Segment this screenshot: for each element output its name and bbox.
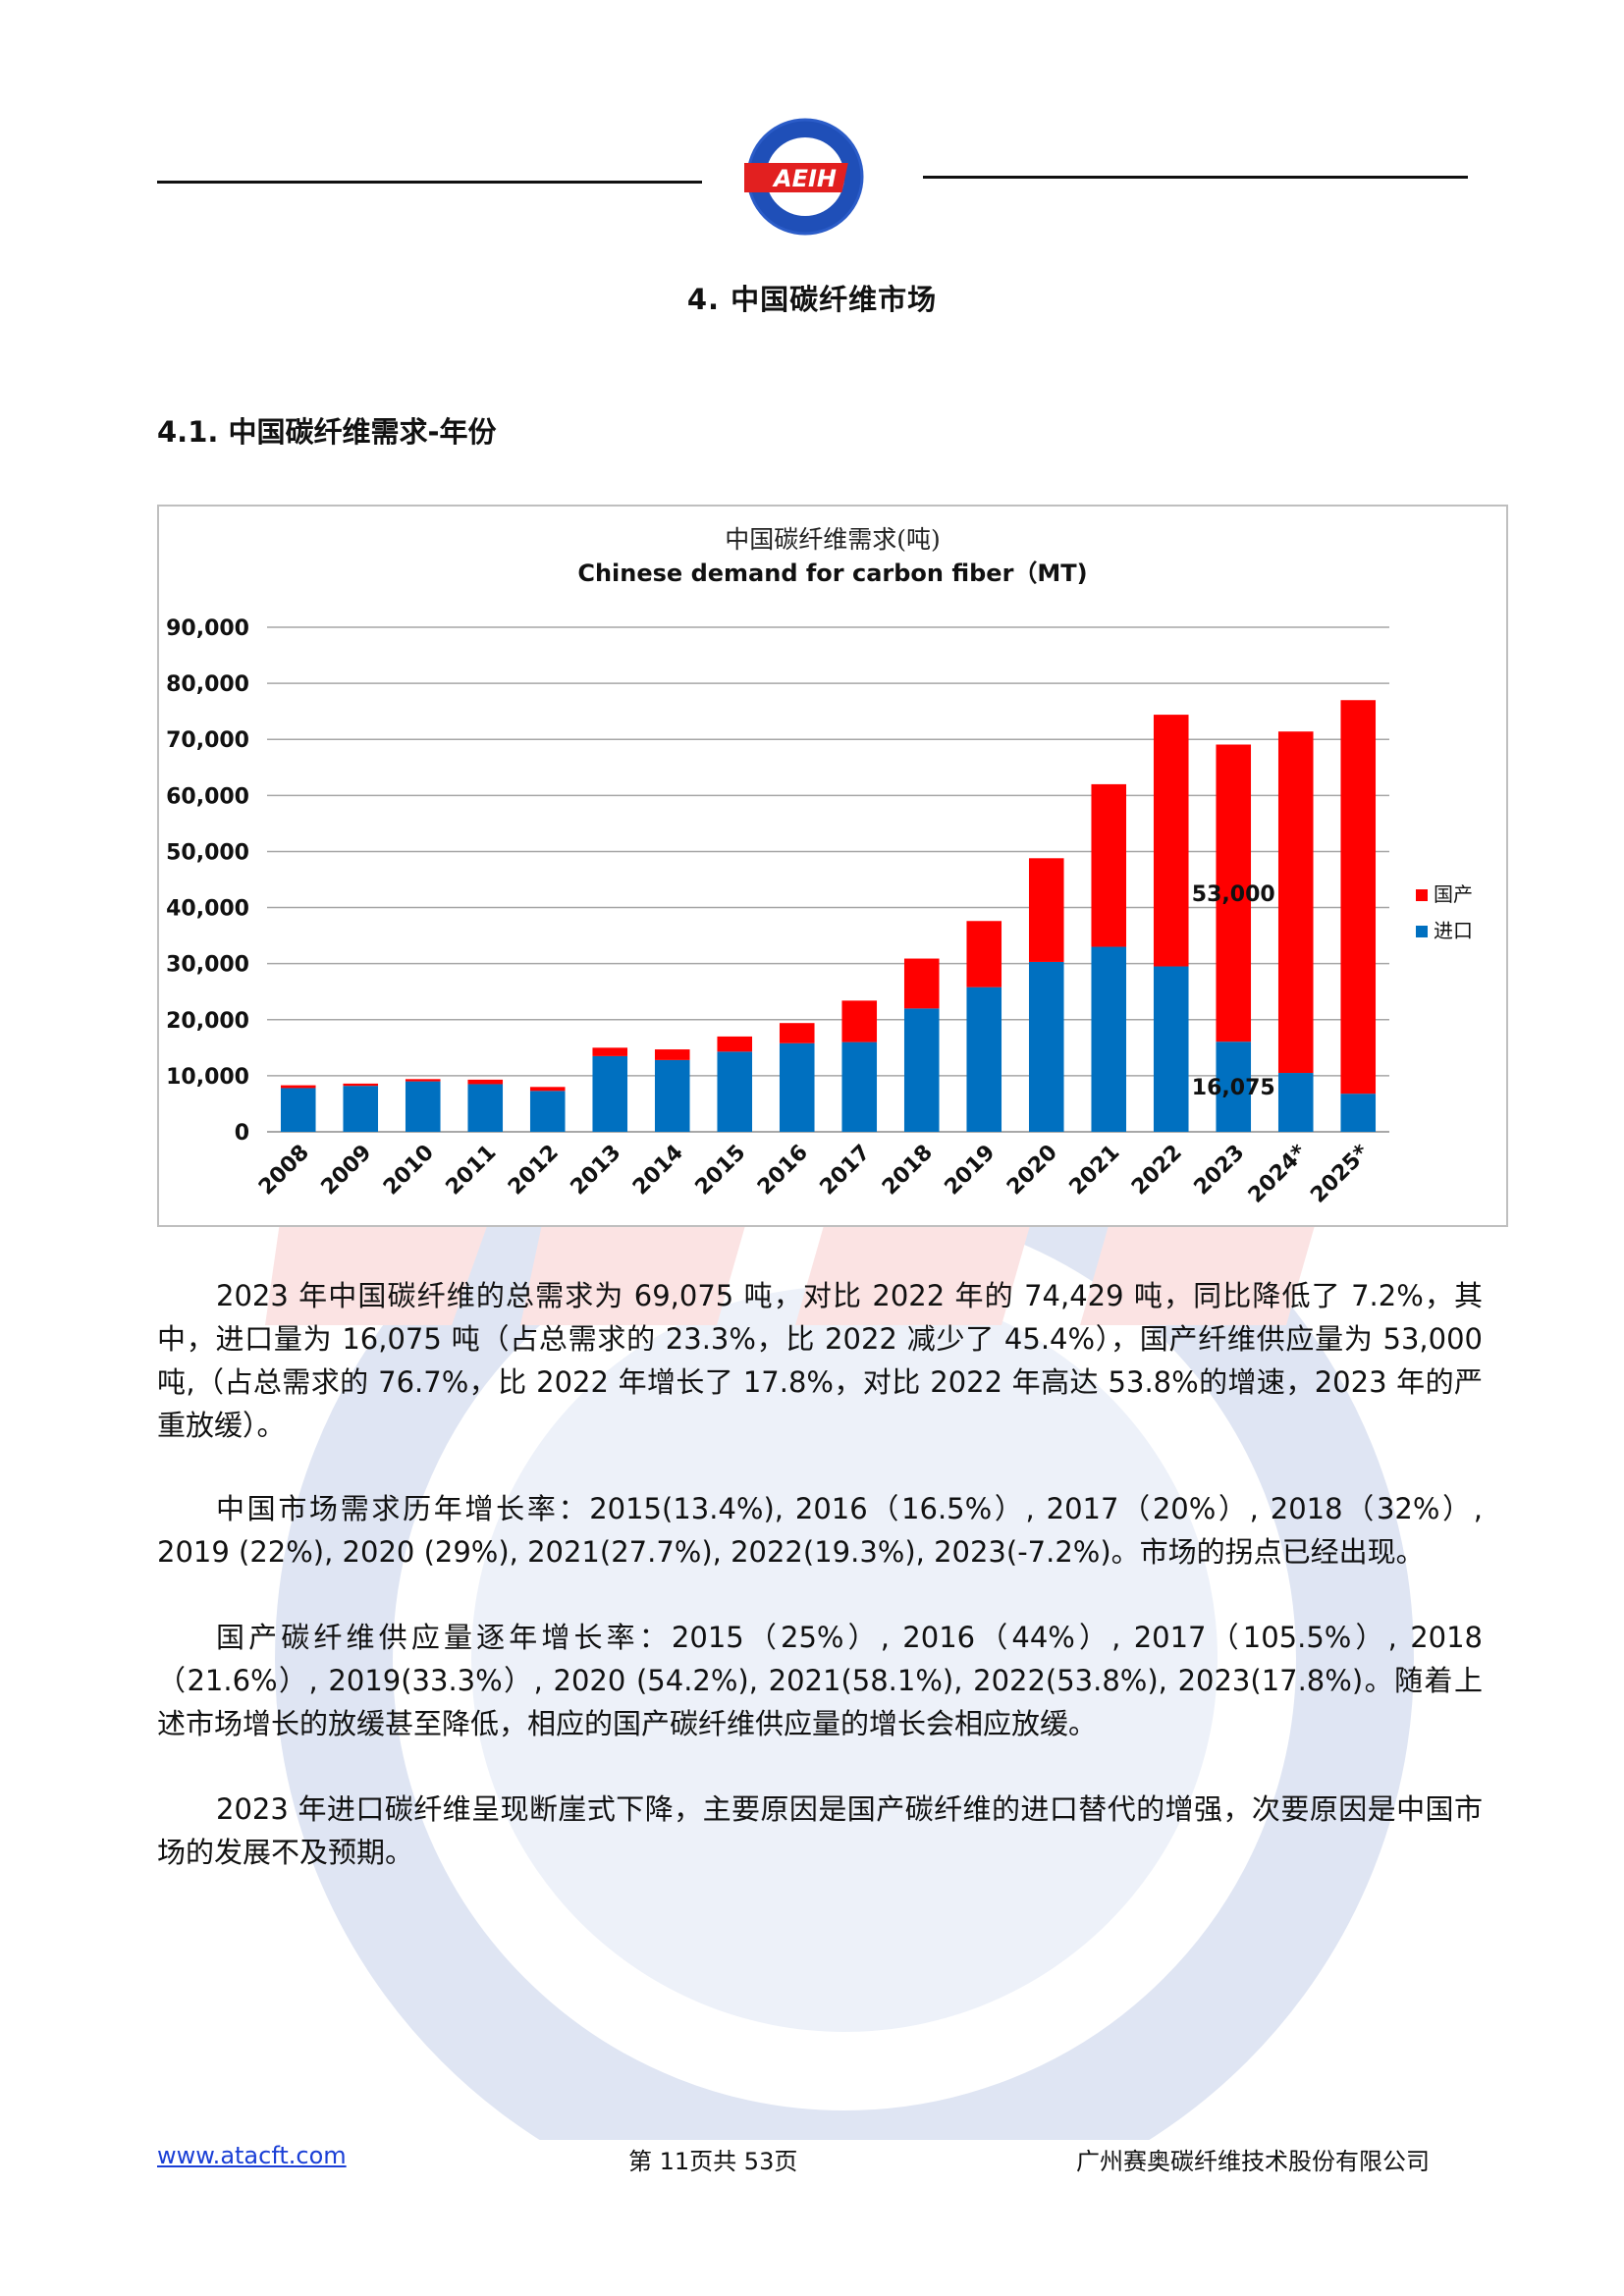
- bar-domestic: [779, 1023, 815, 1043]
- bar-import: [717, 1051, 753, 1132]
- y-tick-label: 70,000: [166, 728, 249, 753]
- bar-domestic: [343, 1083, 379, 1087]
- legend-label: 国产: [1434, 882, 1473, 906]
- header-rule-left: [157, 181, 702, 184]
- bar-import: [1340, 1094, 1377, 1132]
- bar-domestic: [405, 1079, 441, 1082]
- x-tick-label: 2009: [317, 1141, 377, 1201]
- bar-domestic: [1091, 783, 1127, 947]
- bar-import: [1277, 1073, 1314, 1132]
- bar-domestic: [1277, 731, 1314, 1074]
- bar-import: [966, 987, 1002, 1132]
- demand-chart: 中国碳纤维需求(吨) Chinese demand for carbon fibe…: [157, 505, 1508, 1227]
- x-tick-label: 2018: [878, 1141, 938, 1201]
- x-tick-label: 2011: [442, 1141, 502, 1201]
- bar-import: [779, 1042, 815, 1132]
- x-tick-label: 2013: [567, 1141, 626, 1201]
- bar-domestic: [1028, 858, 1064, 962]
- paragraph-demand-summary: 2023 年中国碳纤维的总需求为 69,075 吨，对比 2022 年的 74,…: [157, 1279, 1483, 1442]
- chart-title: 中国碳纤维需求(吨): [725, 525, 941, 554]
- bar-domestic: [467, 1079, 504, 1085]
- bar-domestic: [1153, 715, 1189, 967]
- y-tick-label: 30,000: [166, 953, 249, 978]
- x-tick-label: 2020: [1002, 1141, 1062, 1201]
- y-tick-label: 10,000: [166, 1065, 249, 1090]
- legend-label: 进口: [1434, 919, 1473, 942]
- bar-import: [529, 1091, 566, 1132]
- x-tick-label: 2016: [753, 1141, 813, 1201]
- bar-import: [1091, 946, 1127, 1132]
- bar-import: [1153, 966, 1189, 1132]
- bar-import: [903, 1008, 940, 1132]
- x-tick-label: 2017: [816, 1141, 876, 1201]
- x-tick-label: 2023: [1190, 1141, 1250, 1201]
- bar-domestic: [841, 1000, 878, 1042]
- x-tick-label: 2021: [1065, 1141, 1125, 1201]
- bar-domestic: [966, 921, 1002, 988]
- bar-import: [405, 1081, 441, 1132]
- bar-domestic: [592, 1047, 628, 1056]
- bar-import: [280, 1088, 316, 1132]
- header-rule-right: [923, 176, 1468, 179]
- y-tick-label: 40,000: [166, 897, 249, 922]
- paragraph-domestic-growth: 国产碳纤维供应量逐年增长率：2015（25%）, 2016（44%）, 2017…: [157, 1621, 1483, 1740]
- y-tick-label: 0: [235, 1121, 249, 1146]
- footer-company: 广州赛奥碳纤维技术股份有限公司: [1076, 2148, 1430, 2175]
- legend-swatch: [1416, 926, 1428, 937]
- bar-domestic: [717, 1036, 753, 1052]
- paragraph-market-growth: 中国市场需求历年增长率：2015(13.4%), 2016（16.5%）, 20…: [157, 1492, 1483, 1569]
- logo-text: AEIH: [772, 165, 837, 192]
- x-tick-label: 2024*: [1244, 1140, 1312, 1207]
- bar-domestic: [1340, 700, 1377, 1095]
- footer-page-info: 第 11页共 53页: [628, 2148, 798, 2175]
- x-tick-label: 2015: [691, 1141, 751, 1201]
- bar-import: [1028, 961, 1064, 1132]
- bar-domestic: [1216, 744, 1252, 1042]
- y-tick-label: 50,000: [166, 840, 249, 865]
- bar-domestic: [529, 1087, 566, 1092]
- y-tick-label: 80,000: [166, 672, 249, 697]
- company-logo: AEIH: [744, 118, 864, 236]
- legend-swatch: [1416, 889, 1428, 901]
- x-tick-label: 2019: [941, 1141, 1001, 1201]
- data-label: 53,000: [1192, 882, 1275, 907]
- website-link[interactable]: www.atacft.com: [157, 2142, 347, 2169]
- bar-domestic: [903, 958, 940, 1009]
- y-tick-label: 60,000: [166, 784, 249, 809]
- subsection-title: 4.1. 中国碳纤维需求-年份: [157, 415, 497, 449]
- bar-domestic: [280, 1085, 316, 1089]
- x-tick-label: 2014: [628, 1141, 688, 1201]
- bar-import: [841, 1041, 878, 1132]
- x-tick-label: 2008: [254, 1141, 314, 1201]
- bar-import: [467, 1084, 504, 1132]
- x-tick-label: 2010: [379, 1141, 439, 1201]
- bar-import: [343, 1086, 379, 1132]
- footer-website[interactable]: www.atacft.com: [157, 2142, 347, 2169]
- x-tick-label: 2025*: [1306, 1140, 1374, 1207]
- bar-domestic: [654, 1049, 690, 1060]
- section-title: 4. 中国碳纤维市场: [686, 283, 938, 316]
- bar-import: [592, 1055, 628, 1132]
- bar-import: [654, 1059, 690, 1132]
- data-label: 16,075: [1192, 1076, 1275, 1100]
- y-tick-label: 90,000: [166, 616, 249, 641]
- chart-subtitle: Chinese demand for carbon fiber（MT): [577, 560, 1087, 587]
- paragraph-import-decline: 2023 年进口碳纤维呈现断崖式下降，主要原因是国产碳纤维的进口替代的增强，次要…: [157, 1792, 1483, 1869]
- x-tick-label: 2022: [1127, 1141, 1187, 1201]
- x-tick-label: 2012: [504, 1141, 564, 1201]
- y-tick-label: 20,000: [166, 1009, 249, 1034]
